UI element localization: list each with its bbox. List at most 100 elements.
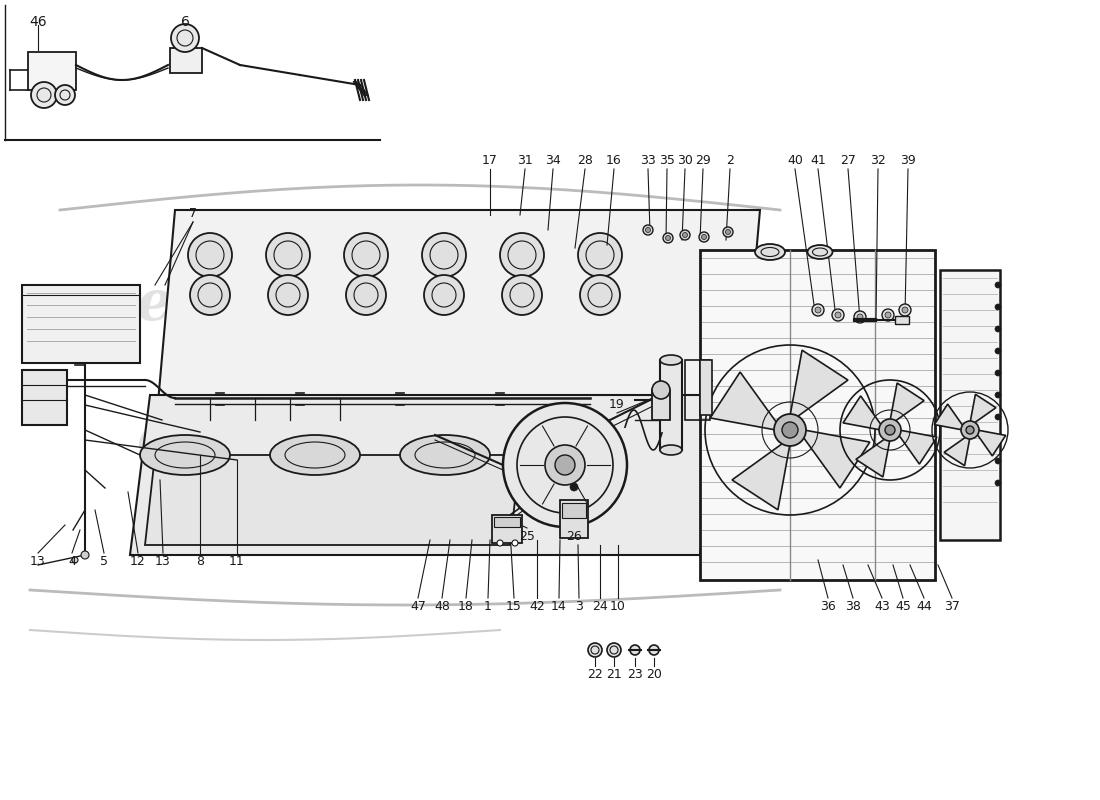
Text: eurospares: eurospares [488,413,832,467]
Text: 5: 5 [100,555,108,568]
Circle shape [190,275,230,315]
Text: 12: 12 [130,555,146,568]
Circle shape [266,233,310,277]
Circle shape [815,307,821,313]
Text: 48: 48 [434,600,450,613]
Circle shape [580,275,620,315]
Circle shape [854,311,866,323]
Circle shape [723,227,733,237]
Text: 20: 20 [646,668,662,681]
Polygon shape [790,350,848,418]
Text: 29: 29 [695,154,711,167]
Circle shape [644,225,653,235]
Bar [562,503,586,518]
Text: 40: 40 [788,154,803,167]
Circle shape [879,419,901,441]
Circle shape [996,282,1001,288]
Text: 22: 22 [587,668,603,681]
Circle shape [886,312,891,318]
Bar [494,517,520,527]
Circle shape [899,304,911,316]
Polygon shape [944,436,970,466]
Text: 42: 42 [529,600,544,613]
Polygon shape [145,455,520,545]
Text: 18: 18 [458,600,474,613]
Text: 47: 47 [410,600,426,613]
Circle shape [55,85,75,105]
Polygon shape [711,372,778,430]
Polygon shape [898,430,937,464]
Circle shape [996,436,1001,442]
Text: 46: 46 [30,15,47,29]
Bar [22,285,140,363]
Text: 27: 27 [840,154,856,167]
Bar [170,48,202,73]
Circle shape [726,230,730,234]
Text: 6: 6 [180,15,189,29]
Circle shape [502,275,542,315]
Text: 24: 24 [592,600,608,613]
Polygon shape [934,404,964,430]
Text: 3: 3 [575,600,583,613]
Text: 17: 17 [482,154,498,167]
Circle shape [682,233,688,238]
Circle shape [72,557,78,563]
Text: 37: 37 [944,600,960,613]
Circle shape [882,309,894,321]
Circle shape [344,233,388,277]
Circle shape [996,304,1001,310]
Circle shape [680,230,690,240]
Bar [652,390,670,420]
Bar [28,52,76,90]
Circle shape [649,645,659,655]
Ellipse shape [807,245,833,259]
Circle shape [268,275,308,315]
Circle shape [774,414,806,446]
Circle shape [832,309,844,321]
Ellipse shape [660,445,682,455]
Polygon shape [970,394,996,424]
Circle shape [996,392,1001,398]
Text: 19: 19 [609,398,625,411]
Text: 33: 33 [640,154,656,167]
Circle shape [424,275,464,315]
Circle shape [497,540,503,546]
Circle shape [544,445,585,485]
Ellipse shape [755,244,785,260]
Text: 43: 43 [874,600,890,613]
Circle shape [588,643,602,657]
Polygon shape [803,430,870,488]
Bar [700,250,935,580]
Circle shape [835,312,842,318]
Text: 1: 1 [484,600,492,613]
Text: 38: 38 [845,600,861,613]
Circle shape [857,314,864,320]
Text: 13: 13 [155,555,170,568]
Text: 23: 23 [627,668,642,681]
Bar [560,500,588,538]
Polygon shape [890,383,924,422]
Ellipse shape [270,435,360,475]
Circle shape [702,234,706,239]
Bar [895,316,909,324]
Bar [700,360,712,415]
Circle shape [996,370,1001,376]
Bar [492,515,522,543]
Polygon shape [145,210,760,550]
Text: 8: 8 [196,555,204,568]
Circle shape [663,233,673,243]
Circle shape [996,348,1001,354]
Circle shape [81,551,89,559]
Text: 7: 7 [189,207,197,220]
Text: 39: 39 [900,154,916,167]
Polygon shape [130,395,720,555]
Polygon shape [732,442,790,510]
Circle shape [578,233,621,277]
Circle shape [570,483,578,491]
Circle shape [31,82,57,108]
Polygon shape [856,438,890,477]
Circle shape [503,403,627,527]
Polygon shape [977,430,1005,456]
Text: eurospares: eurospares [136,413,480,467]
Circle shape [630,645,640,655]
